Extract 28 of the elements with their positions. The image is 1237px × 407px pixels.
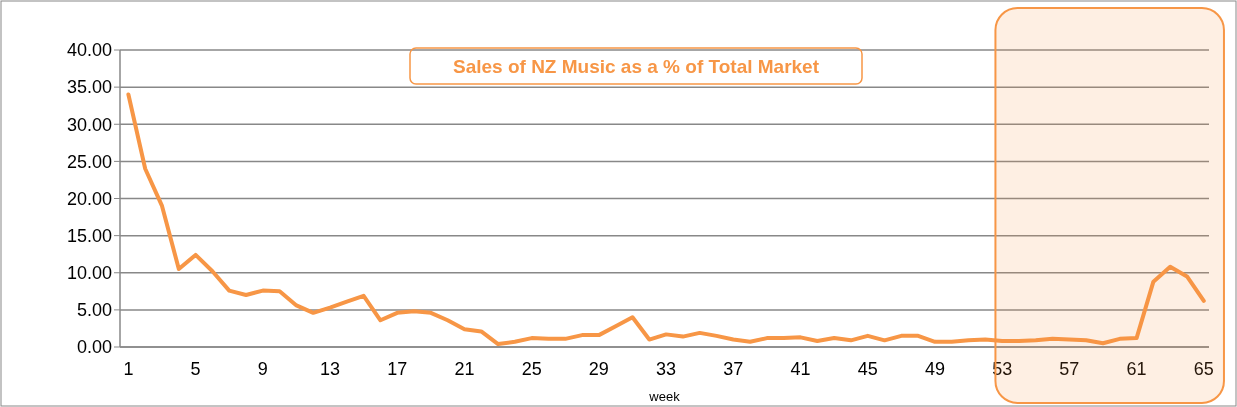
y-tick-label: 40.00 — [66, 40, 112, 61]
x-tick-label: 33 — [656, 359, 677, 379]
x-tick-label: 9 — [257, 359, 268, 379]
x-tick-label: 21 — [454, 359, 475, 379]
y-tick-label: 35.00 — [66, 77, 112, 98]
x-tick-label: 25 — [521, 359, 542, 379]
y-tick-label: 10.00 — [66, 263, 112, 284]
y-tick-label: 30.00 — [66, 114, 112, 135]
x-tick-label: 37 — [723, 359, 744, 379]
x-tick-label: 49 — [924, 359, 945, 379]
x-tick-label: 61 — [1126, 359, 1147, 379]
x-tick-label: 65 — [1193, 359, 1214, 379]
x-tick-label: 29 — [588, 359, 609, 379]
x-tick-label: 45 — [857, 359, 878, 379]
x-axis-title: week — [648, 389, 681, 404]
chart-title: Sales of NZ Music as a % of Total Market — [452, 56, 820, 77]
y-tick-label: 0.00 — [76, 337, 112, 358]
y-tick-label: 20.00 — [66, 188, 112, 209]
x-tick-label: 5 — [190, 359, 201, 379]
y-tick-label: 5.00 — [76, 300, 112, 321]
line-series — [126, 92, 1206, 347]
x-tick-label: 17 — [387, 359, 408, 379]
y-tick-label: 25.00 — [66, 151, 112, 172]
x-tick-label: 1 — [123, 359, 134, 379]
x-tick-label: 13 — [320, 359, 341, 379]
y-tick-label: 15.00 — [66, 225, 112, 246]
x-tick-label: 41 — [790, 359, 811, 379]
x-tick-label: 57 — [1059, 359, 1080, 379]
